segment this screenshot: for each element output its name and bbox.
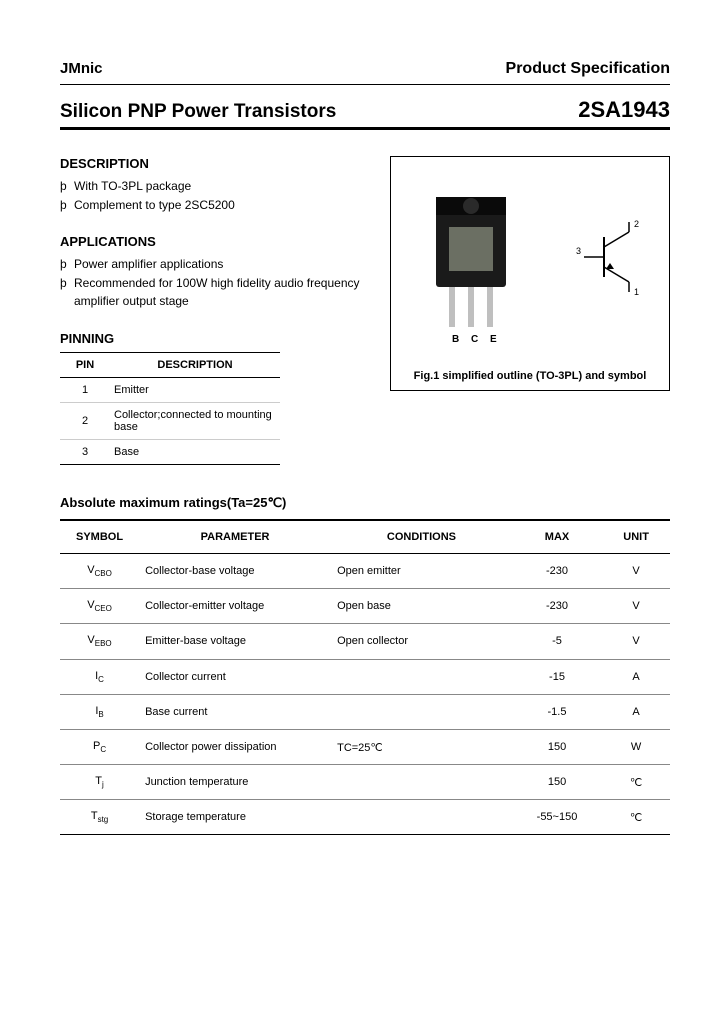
table-header: PARAMETER xyxy=(139,520,331,554)
applications-list: Power amplifier applications Recommended… xyxy=(60,255,370,311)
parameter-cell: Collector-base voltage xyxy=(139,553,331,588)
table-row: 2Collector;connected to mounting base xyxy=(60,402,280,439)
max-cell: 150 xyxy=(512,765,602,800)
page-title: Silicon PNP Power Transistors xyxy=(60,101,336,123)
svg-text:1: 1 xyxy=(634,287,639,297)
list-item: Complement to type 2SC5200 xyxy=(60,196,370,215)
table-row: TjJunction temperature 150℃ xyxy=(60,765,670,800)
table-row: PCCollector power dissipationTC=25℃150W xyxy=(60,729,670,764)
description-list: With TO-3PL package Complement to type 2… xyxy=(60,177,370,214)
pin-desc: Emitter xyxy=(110,377,280,402)
max-cell: -5 xyxy=(512,624,602,659)
symbol-cell: VCBO xyxy=(60,553,139,588)
product-spec-label: Product Specification xyxy=(506,60,670,78)
max-cell: -55~150 xyxy=(512,800,602,835)
parameter-cell: Storage temperature xyxy=(139,800,331,835)
symbol-cell: Tj xyxy=(60,765,139,800)
figure-caption: Fig.1 simplified outline (TO-3PL) and sy… xyxy=(391,370,669,382)
svg-text:3: 3 xyxy=(576,246,581,256)
table-row: 1Emitter xyxy=(60,377,280,402)
applications-heading: APPLICATIONS xyxy=(60,234,370,249)
ratings-heading: Absolute maximum ratings(Ta=25℃) xyxy=(60,495,670,511)
table-row: TstgStorage temperature -55~150℃ xyxy=(60,800,670,835)
package-drawing: B C E xyxy=(421,187,531,347)
conditions-cell: TC=25℃ xyxy=(331,729,512,764)
pinning-heading: PINNING xyxy=(60,331,370,346)
unit-cell: A xyxy=(602,694,670,729)
list-item: Power amplifier applications xyxy=(60,255,370,274)
svg-text:E: E xyxy=(490,334,497,345)
list-item: With TO-3PL package xyxy=(60,177,370,196)
symbol-cell: VEBO xyxy=(60,624,139,659)
table-header: CONDITIONS xyxy=(331,520,512,554)
figure-box: B C E 2 3 1 Fig.1 simplified xyxy=(390,156,670,391)
parameter-cell: Junction temperature xyxy=(139,765,331,800)
part-number: 2SA1943 xyxy=(578,97,670,123)
max-cell: -15 xyxy=(512,659,602,694)
conditions-cell: Open collector xyxy=(331,624,512,659)
table-header: MAX xyxy=(512,520,602,554)
unit-cell: W xyxy=(602,729,670,764)
max-cell: -1.5 xyxy=(512,694,602,729)
pin-number: 2 xyxy=(60,402,110,439)
max-cell: -230 xyxy=(512,589,602,624)
parameter-cell: Emitter-base voltage xyxy=(139,624,331,659)
table-row: VEBOEmitter-base voltageOpen collector-5… xyxy=(60,624,670,659)
conditions-cell: Open emitter xyxy=(331,553,512,588)
svg-text:C: C xyxy=(471,334,478,345)
pin-desc: Collector;connected to mounting base xyxy=(110,402,280,439)
brand-logo: JMnic xyxy=(60,60,103,77)
unit-cell: V xyxy=(602,589,670,624)
description-heading: DESCRIPTION xyxy=(60,156,370,171)
symbol-cell: IC xyxy=(60,659,139,694)
unit-cell: V xyxy=(602,624,670,659)
table-row: VCBOCollector-base voltageOpen emitter-2… xyxy=(60,553,670,588)
transistor-symbol-icon: 2 3 1 xyxy=(574,217,654,297)
max-cell: -230 xyxy=(512,553,602,588)
parameter-cell: Collector current xyxy=(139,659,331,694)
symbol-cell: PC xyxy=(60,729,139,764)
pin-number: 1 xyxy=(60,377,110,402)
pin-number: 3 xyxy=(60,439,110,464)
conditions-cell xyxy=(331,800,512,835)
symbol-cell: Tstg xyxy=(60,800,139,835)
table-row: 3Base xyxy=(60,439,280,464)
conditions-cell xyxy=(331,694,512,729)
conditions-cell: Open base xyxy=(331,589,512,624)
table-row: VCEOCollector-emitter voltageOpen base-2… xyxy=(60,589,670,624)
table-header: SYMBOL xyxy=(60,520,139,554)
table-header: DESCRIPTION xyxy=(110,352,280,377)
symbol-cell: IB xyxy=(60,694,139,729)
parameter-cell: Collector-emitter voltage xyxy=(139,589,331,624)
conditions-cell xyxy=(331,765,512,800)
table-header: PIN xyxy=(60,352,110,377)
max-cell: 150 xyxy=(512,729,602,764)
table-header: UNIT xyxy=(602,520,670,554)
svg-text:2: 2 xyxy=(634,219,639,229)
pinning-table: PIN DESCRIPTION 1Emitter2Collector;conne… xyxy=(60,352,280,465)
ratings-table: SYMBOL PARAMETER CONDITIONS MAX UNIT VCB… xyxy=(60,519,670,836)
list-item: Recommended for 100W high fidelity audio… xyxy=(60,274,370,311)
pin-desc: Base xyxy=(110,439,280,464)
unit-cell: ℃ xyxy=(602,765,670,800)
unit-cell: V xyxy=(602,553,670,588)
divider xyxy=(60,84,670,85)
divider-thick xyxy=(60,127,670,130)
symbol-cell: VCEO xyxy=(60,589,139,624)
table-row: IBBase current -1.5A xyxy=(60,694,670,729)
parameter-cell: Base current xyxy=(139,694,331,729)
parameter-cell: Collector power dissipation xyxy=(139,729,331,764)
unit-cell: ℃ xyxy=(602,800,670,835)
table-row: ICCollector current -15A xyxy=(60,659,670,694)
unit-cell: A xyxy=(602,659,670,694)
svg-text:B: B xyxy=(452,334,459,345)
conditions-cell xyxy=(331,659,512,694)
